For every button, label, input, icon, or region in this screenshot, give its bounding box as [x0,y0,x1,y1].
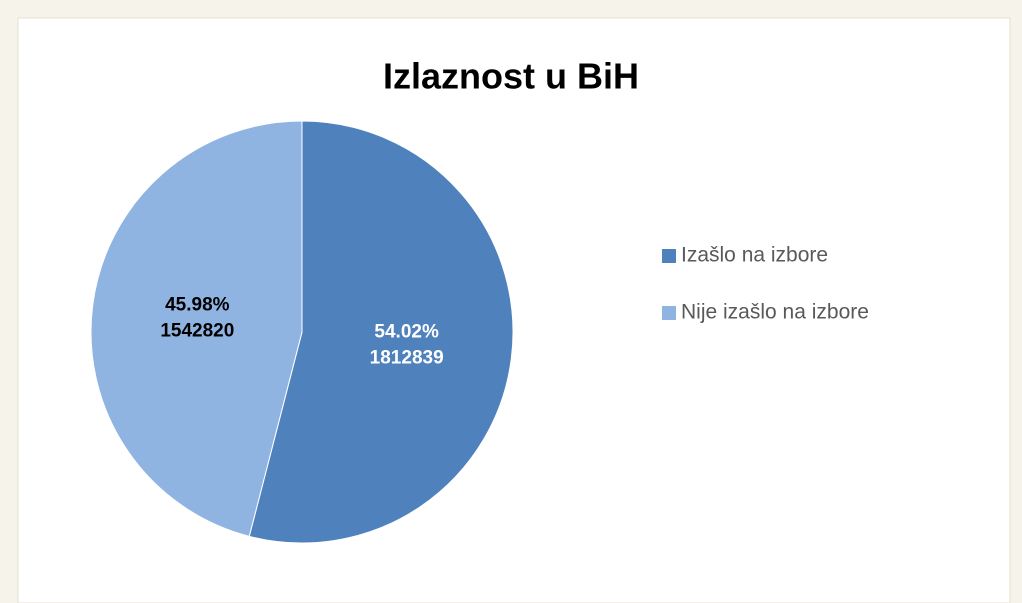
legend-label: Izašlo na izbore [681,244,828,267]
pie-slice [90,120,303,537]
data-label-percent: 45.98% [165,295,230,316]
data-label-percent: 54.02% [374,321,439,342]
data-label-count: 1812839 [370,347,444,368]
legend-swatch [662,249,676,263]
legend-label: Nije izašlo na izbore [681,301,869,324]
chart-title: Izlaznost u BiH [383,56,639,97]
pie-slice [248,120,514,544]
data-label-count: 1542820 [160,321,234,342]
legend-swatch [662,306,676,320]
